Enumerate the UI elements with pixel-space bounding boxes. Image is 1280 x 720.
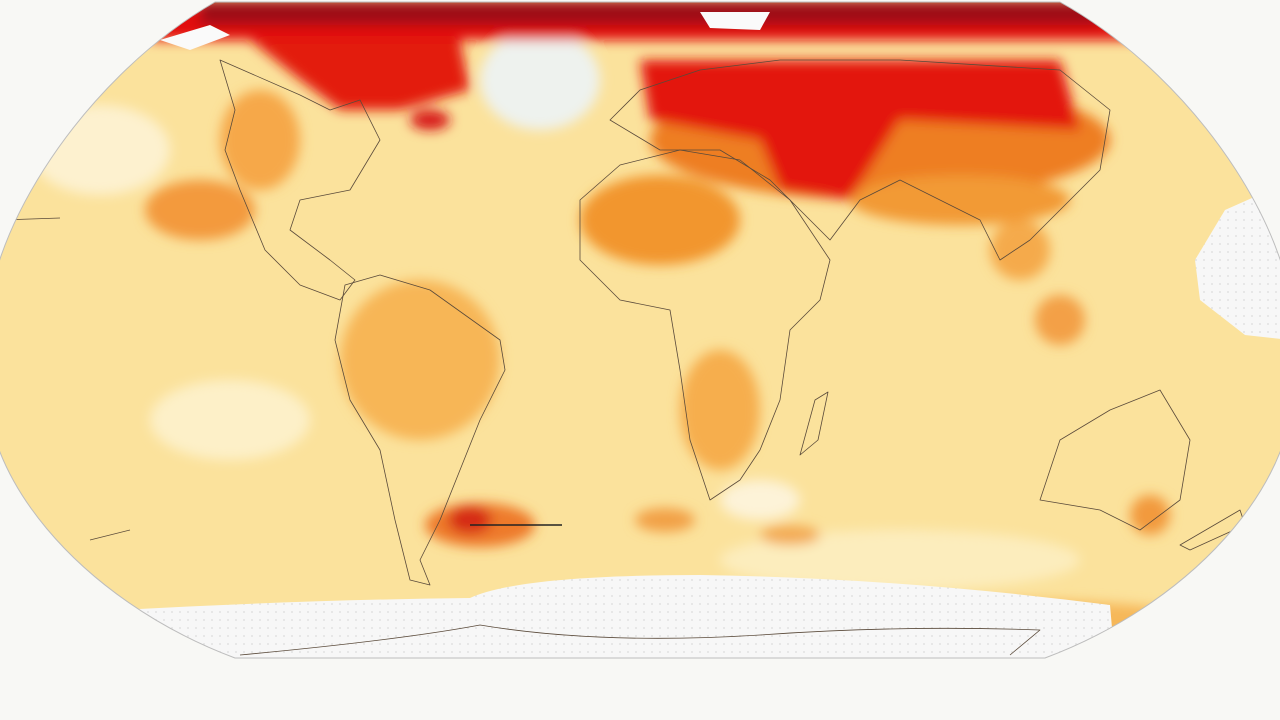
map-outline (0, 1, 1280, 659)
coastlines (0, 59, 1246, 656)
pacific-no-data (1195, 190, 1280, 340)
temperature-field (30, 2, 1200, 640)
antarctica-no-data (120, 575, 1120, 658)
arctic-no-data (160, 25, 230, 50)
arctic-no-data (700, 12, 770, 30)
